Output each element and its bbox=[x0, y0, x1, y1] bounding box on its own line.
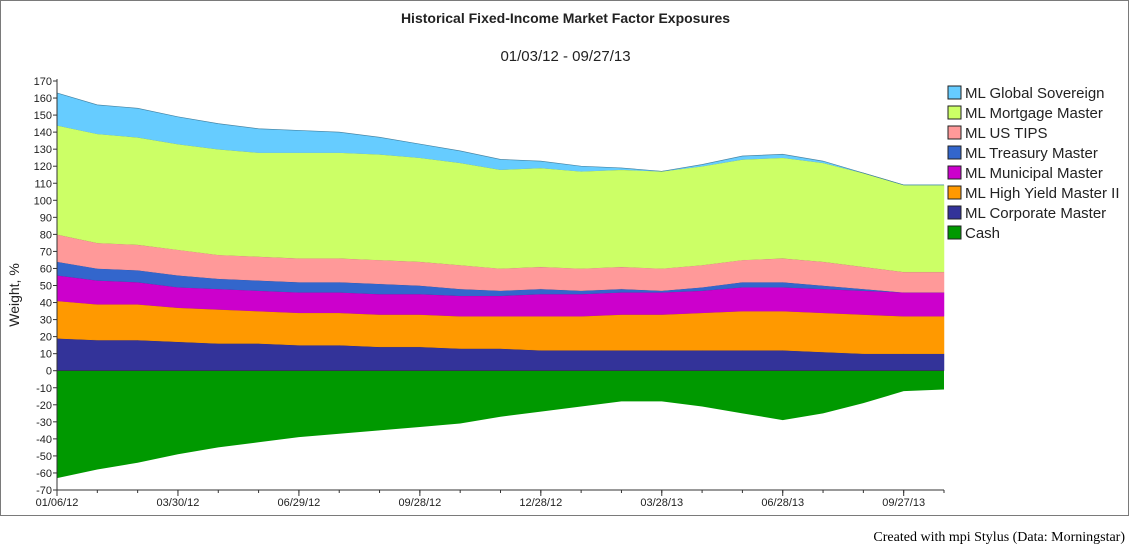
area-cash bbox=[57, 370, 944, 479]
area-ml-mortgage-master bbox=[56, 124, 945, 273]
legend-label-ml-mortgage-master: ML Mortgage Master bbox=[965, 105, 1103, 122]
x-tick-label: 09/27/13 bbox=[882, 497, 925, 509]
chart-title: Historical Fixed-Income Market Factor Ex… bbox=[400, 10, 731, 26]
legend-label-cash: Cash bbox=[965, 225, 1000, 242]
y-tick-label: 110 bbox=[34, 178, 52, 190]
area-edge-ml-global-sovereign bbox=[56, 92, 944, 186]
y-tick-label: 100 bbox=[34, 195, 52, 207]
x-tick-label: 03/28/13 bbox=[640, 497, 683, 509]
y-tick-label: -30 bbox=[36, 417, 52, 429]
legend-swatch-ml-mortgage-master bbox=[947, 105, 962, 120]
y-tick-label: 70 bbox=[40, 246, 52, 258]
y-tick-label: 60 bbox=[40, 263, 52, 275]
x-tick-label: 09/28/12 bbox=[398, 497, 441, 509]
legend-swatch-ml-corporate-master bbox=[947, 205, 962, 220]
credit-text: Created with mpi Stylus (Data: Morningst… bbox=[873, 530, 1125, 545]
legend-swatch-ml-global-sovereign bbox=[947, 85, 962, 100]
area-chart: -70 -60 -50 -40 -30 -20 -10 0 10 20 30 40 50 60 70 80 90… bbox=[6, 76, 1120, 509]
y-tick-label: -60 bbox=[36, 468, 52, 480]
y-tick-label: 90 bbox=[40, 212, 52, 224]
chart-subtitle: 01/03/12 - 09/27/13 bbox=[500, 48, 631, 65]
y-tick-label: 50 bbox=[40, 281, 52, 293]
legend-label-ml-corporate-master: ML Corporate Master bbox=[965, 205, 1106, 222]
legend-label-ml-us-tips: ML US TIPS bbox=[965, 125, 1048, 142]
y-tick-label: 0 bbox=[46, 366, 52, 378]
y-tick-label: 140 bbox=[34, 127, 52, 139]
x-tick-label: 03/30/12 bbox=[157, 497, 200, 509]
y-tick-label: 130 bbox=[34, 144, 52, 156]
y-tick-label: 20 bbox=[40, 332, 52, 344]
y-tick-label: 170 bbox=[34, 76, 52, 88]
area-ml-global-sovereign bbox=[56, 92, 944, 186]
legend-label-ml-municipal-master: ML Municipal Master bbox=[965, 165, 1103, 182]
x-tick-labels: 01/06/12 03/30/12 06/29/12 09/28/12 12/28/12… bbox=[36, 490, 945, 509]
legend-swatch-ml-us-tips bbox=[947, 125, 962, 140]
legend-swatch-ml-high-yield-master-ii bbox=[947, 185, 962, 200]
y-tick-label: -20 bbox=[36, 400, 52, 412]
y-tick-label: 30 bbox=[40, 315, 52, 327]
y-tick-label: 40 bbox=[40, 298, 52, 310]
legend-label-ml-treasury-master: ML Treasury Master bbox=[965, 145, 1098, 162]
y-tick-label: -70 bbox=[36, 485, 52, 497]
x-tick-label: 12/28/12 bbox=[519, 497, 562, 509]
legend: ML Global Sovereign ML Mortgage Master ML … bbox=[947, 85, 1120, 242]
y-tick-labels: -70 -60 -50 -40 -30 -20 -10 0 10 20 30 40 50 60 70 80 90… bbox=[34, 76, 57, 497]
legend-swatch-cash bbox=[947, 225, 962, 240]
y-tick-label: 120 bbox=[34, 161, 52, 173]
area-layers bbox=[56, 92, 945, 479]
y-tick-label: 10 bbox=[40, 349, 52, 361]
x-tick-label: 01/06/12 bbox=[36, 497, 79, 509]
y-tick-label: -40 bbox=[36, 434, 52, 446]
x-tick-label: 06/29/12 bbox=[277, 497, 320, 509]
legend-label-ml-high-yield-master-ii: ML High Yield Master II bbox=[965, 185, 1120, 202]
y-tick-label: 160 bbox=[34, 93, 52, 105]
legend-swatch-ml-municipal-master bbox=[947, 165, 962, 180]
x-tick-label: 06/28/13 bbox=[761, 497, 804, 509]
y-axis-label: Weight, % bbox=[6, 263, 22, 327]
y-tick-label: 80 bbox=[40, 229, 52, 241]
y-tick-label: 150 bbox=[34, 110, 52, 122]
y-tick-label: -10 bbox=[36, 383, 52, 395]
legend-label-ml-global-sovereign: ML Global Sovereign bbox=[965, 85, 1105, 102]
y-tick-label: -50 bbox=[36, 451, 52, 463]
legend-swatch-ml-treasury-master bbox=[947, 145, 962, 160]
